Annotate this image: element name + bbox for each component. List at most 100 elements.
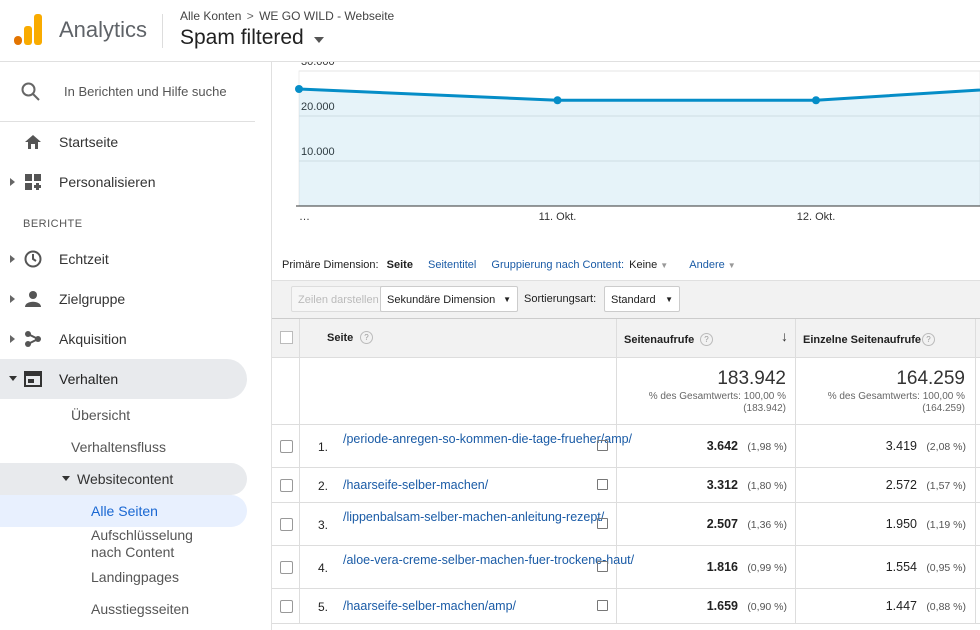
row-cell xyxy=(796,589,976,624)
audience-icon xyxy=(25,291,41,307)
header-cell xyxy=(300,318,617,358)
views-pct: (1,80 %) xyxy=(747,479,787,492)
column-header[interactable]: Seitenaufrufe xyxy=(624,334,695,346)
column-header[interactable]: Einzelne Seitenaufrufe xyxy=(803,334,921,346)
collapse-arrow xyxy=(9,376,17,381)
checkbox[interactable] xyxy=(280,560,293,574)
view-selector[interactable]: Spam filtered xyxy=(180,26,326,50)
page-link[interactable]: /periode-anregen-so-kommen-die-tage-frue… xyxy=(343,432,633,446)
row-cell xyxy=(976,425,980,468)
unique-views: 3.419 xyxy=(885,438,917,453)
unique-views: 1.950 xyxy=(885,516,917,531)
external-icon[interactable] xyxy=(597,560,608,572)
expand-arrow xyxy=(10,335,15,343)
y-tick-label: 10.000 xyxy=(301,146,335,158)
row-cell xyxy=(300,425,617,468)
divider xyxy=(0,121,255,122)
page-link[interactable]: /aloe-vera-creme-selber-machen-fuer-troc… xyxy=(343,553,635,567)
x-tick-label: … xyxy=(299,211,310,223)
nav-item[interactable]: Zielgruppe xyxy=(59,291,126,307)
header-cell xyxy=(976,318,980,358)
checkbox[interactable] xyxy=(280,331,293,344)
dimension-option[interactable]: Seitentitel xyxy=(428,259,477,271)
header-cell xyxy=(617,318,796,358)
help-icon: ? xyxy=(922,333,935,346)
point xyxy=(553,96,562,105)
nav-subitem[interactable]: Aufschlüsselung nach Content xyxy=(91,527,193,560)
expand-arrow xyxy=(10,178,15,186)
button-label: Standard xyxy=(611,294,656,306)
nav-subitem[interactable]: Ausstiegsseiten xyxy=(91,601,190,617)
logo xyxy=(14,14,42,45)
nav-subitem[interactable]: Übersicht xyxy=(71,407,131,423)
help-icon: ? xyxy=(700,333,713,346)
expand-arrow xyxy=(10,255,15,263)
nav-item[interactable]: Verhalten xyxy=(59,371,119,387)
views: 1.659 xyxy=(706,598,738,613)
checkbox[interactable] xyxy=(280,478,293,492)
sort-arrow: ↓ xyxy=(781,328,788,344)
nav-subitem[interactable]: Websitecontent xyxy=(77,471,174,487)
line xyxy=(298,87,980,102)
page-link[interactable]: /haarseife-selber-machen/amp/ xyxy=(343,598,516,613)
sort-select[interactable]: Standard ▼ xyxy=(604,286,680,312)
main: 10.000 20.000 30.000 … 11. Okt. 12. Okt. Prim… xyxy=(272,62,980,630)
point xyxy=(812,96,820,105)
plot-rows-button[interactable]: Zeilen darstellen xyxy=(291,286,386,312)
views: 1.816 xyxy=(706,559,738,574)
row-index: 1. xyxy=(318,439,329,454)
external-icon[interactable] xyxy=(597,439,608,451)
totals-cell xyxy=(796,358,976,425)
nav-subitem[interactable]: Landingpages xyxy=(91,569,179,585)
unique-views: 1.554 xyxy=(885,559,917,574)
nav-item[interactable]: Personalisieren xyxy=(59,174,156,190)
page-link[interactable]: /lippenbalsam-selber-machen-anleitung-re… xyxy=(343,510,605,524)
external-icon[interactable] xyxy=(597,517,608,529)
selected-highlight xyxy=(0,495,247,527)
search-input[interactable]: In Berichten und Hilfe suche xyxy=(64,84,227,99)
button-label: Sekundäre Dimension xyxy=(387,294,496,306)
dimension-bar: Primäre Dimension: Seite Seitentitel Gru… xyxy=(282,259,736,271)
area xyxy=(299,89,980,206)
grouping-value[interactable]: Keine xyxy=(629,259,658,271)
breadcrumb-item[interactable]: WE GO WILD - Webseite xyxy=(259,9,395,23)
row-cell xyxy=(300,589,617,624)
dimension-option[interactable]: Gruppierung nach Content: xyxy=(491,259,625,271)
divider xyxy=(162,14,163,48)
row-index: 5. xyxy=(318,599,329,614)
total-value: 164.259 xyxy=(896,368,965,389)
dimension-other[interactable]: Andere xyxy=(689,259,725,271)
row-cell xyxy=(300,503,617,546)
unique-pct: (0,88 %) xyxy=(926,600,966,613)
checkbox[interactable] xyxy=(280,517,293,531)
nav-item[interactable]: Echtzeit xyxy=(59,251,109,267)
column-header[interactable]: Seite xyxy=(327,332,354,344)
unique-pct: (2,08 %) xyxy=(926,440,966,453)
row-cell xyxy=(617,546,796,589)
nav-subitem-selected[interactable]: Alle Seiten xyxy=(91,503,158,519)
row-index: 4. xyxy=(318,560,329,575)
nav-item[interactable]: Akquisition xyxy=(59,331,127,347)
page-link[interactable]: /haarseife-selber-machen/ xyxy=(343,477,489,492)
breadcrumb: Alle Konten > WE GO WILD - Webseite xyxy=(180,9,395,23)
acquisition-icon xyxy=(25,331,41,347)
row-cell xyxy=(976,503,980,546)
header-cell xyxy=(796,318,976,358)
nav-item[interactable]: Startseite xyxy=(59,134,119,150)
help-icon: ? xyxy=(360,331,373,344)
row-cell xyxy=(796,503,976,546)
external-icon[interactable] xyxy=(597,478,608,490)
nav-subitem[interactable]: Verhaltensfluss xyxy=(71,439,166,455)
header-cell xyxy=(272,318,300,358)
row-cell xyxy=(272,503,300,546)
checkbox[interactable] xyxy=(280,599,293,613)
external-icon[interactable] xyxy=(597,599,608,611)
row-index: 3. xyxy=(318,517,329,532)
checkbox[interactable] xyxy=(280,439,293,453)
secondary-dimension[interactable]: Sekundäre Dimension ▼ xyxy=(380,286,518,312)
total-note: % des Gesamtwerts: 100,00 % xyxy=(648,391,786,402)
total-value: 183.942 xyxy=(717,368,786,389)
breadcrumb-item[interactable]: Alle Konten xyxy=(180,9,242,23)
row-cell xyxy=(617,589,796,624)
